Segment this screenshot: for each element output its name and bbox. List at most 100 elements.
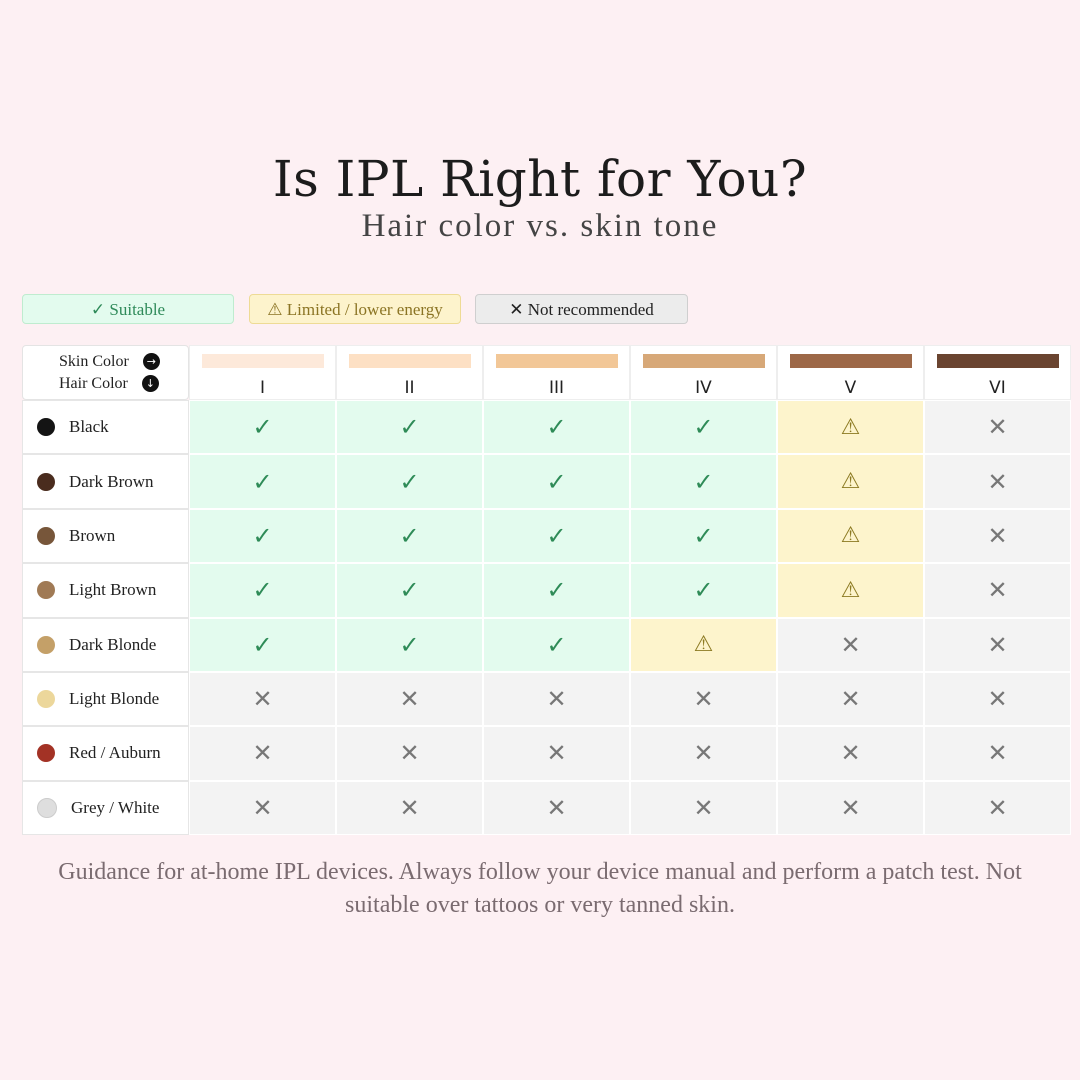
rating-cell: ✓ xyxy=(336,617,483,672)
check-icon: ✓ xyxy=(399,413,420,442)
rating-cell: ✕ xyxy=(483,780,630,835)
check-icon: ✓ xyxy=(693,576,714,605)
rating-cell: ✓ xyxy=(483,617,630,672)
cross-icon: ✕ xyxy=(987,630,1008,659)
rating-cell: ✓ xyxy=(336,454,483,509)
skin-type-label: V xyxy=(844,378,857,398)
warning-icon: ⚠ xyxy=(693,632,714,658)
rating-cell: ✓ xyxy=(630,400,777,455)
rating-cell: ✕ xyxy=(336,671,483,727)
rating-cell: ⚠ xyxy=(777,508,924,564)
hair-color-row-header: Light Brown xyxy=(22,563,189,618)
check-icon: ✓ xyxy=(546,576,567,605)
cross-icon: ✕ xyxy=(399,793,420,822)
hair-color-label: Light Blonde xyxy=(69,689,160,709)
hair-color-label: Grey / White xyxy=(71,797,160,817)
check-icon: ✓ xyxy=(546,467,567,496)
check-icon: ✓ xyxy=(546,521,567,550)
hair-color-dot xyxy=(37,690,55,709)
hair-color-dot xyxy=(37,472,55,491)
hair-color-label: Red / Auburn xyxy=(69,743,161,763)
rating-cell: ⚠ xyxy=(777,454,924,509)
rating-cell: ✕ xyxy=(630,780,777,835)
rating-cell: ✕ xyxy=(924,454,1071,509)
check-icon: ✓ xyxy=(693,521,714,550)
hair-color-label: Black xyxy=(69,417,109,437)
rating-cell: ✕ xyxy=(777,617,924,672)
check-icon: ✓ xyxy=(252,576,273,605)
cross-icon: ✕ xyxy=(399,739,420,768)
skin-type-label: III xyxy=(548,378,565,398)
skin-type-label: I xyxy=(259,378,265,398)
rating-cell: ✕ xyxy=(336,780,483,835)
skin-type-header: V xyxy=(777,345,924,400)
check-icon: ✓ xyxy=(546,630,567,659)
check-icon: ✓ xyxy=(252,467,273,496)
rating-cell: ✕ xyxy=(189,780,336,835)
rating-cell: ✓ xyxy=(336,508,483,564)
skin-color-label: Skin Color xyxy=(59,352,129,370)
rating-cell: ✓ xyxy=(189,508,336,564)
hair-color-row-header: Dark Blonde xyxy=(22,617,189,672)
page-title: Is IPL Right for You? xyxy=(272,150,808,208)
cross-icon: ✕ xyxy=(987,413,1008,442)
rating-cell: ✕ xyxy=(777,780,924,835)
cross-icon: ✕ xyxy=(987,685,1008,714)
skin-tone-swatch xyxy=(789,354,912,368)
rating-cell: ✓ xyxy=(189,617,336,672)
hair-color-dot xyxy=(37,581,55,600)
skin-type-label: II xyxy=(404,378,415,398)
check-icon: ✓ xyxy=(693,413,714,442)
cross-icon: ✕ xyxy=(840,793,861,822)
check-icon: ✓ xyxy=(399,467,420,496)
rating-cell: ✓ xyxy=(483,563,630,618)
check-icon: ✓ xyxy=(399,576,420,605)
hair-color-axis-label: Hair Color ↓ xyxy=(59,373,159,395)
cross-icon: ✕ xyxy=(693,685,714,714)
warning-icon: ⚠ xyxy=(840,523,861,549)
hair-color-label: Dark Blonde xyxy=(69,634,157,654)
rating-cell: ⚠ xyxy=(777,400,924,455)
footer-note: Guidance for at-home IPL devices. Always… xyxy=(58,859,1022,918)
cross-icon: ✕ xyxy=(252,685,273,714)
rating-cell: ✓ xyxy=(483,454,630,509)
arrow-down-icon: ↓ xyxy=(141,375,159,392)
hair-color-row-header: Brown xyxy=(22,508,189,564)
rating-cell: ⚠ xyxy=(777,563,924,618)
rating-cell: ✕ xyxy=(924,400,1071,455)
hair-color-label: Brown xyxy=(69,525,116,545)
rating-cell: ✓ xyxy=(630,563,777,618)
check-icon: ✓ xyxy=(546,413,567,442)
rating-cell: ✓ xyxy=(630,508,777,564)
cross-icon: ✕ xyxy=(987,467,1008,496)
skin-color-axis-label: Skin Color → xyxy=(59,351,160,373)
cross-icon: ✕ xyxy=(840,685,861,714)
rating-cell: ✕ xyxy=(189,726,336,781)
rating-cell: ✓ xyxy=(483,508,630,564)
cross-icon: ✕ xyxy=(840,630,861,659)
cross-icon: ✕ xyxy=(546,685,567,714)
hair-color-label: Hair Color xyxy=(59,374,128,392)
rating-cell: ✕ xyxy=(483,671,630,727)
cross-icon: ✕ xyxy=(546,739,567,768)
cross-icon: ✕ xyxy=(693,739,714,768)
warning-icon: ⚠ xyxy=(840,577,861,603)
cross-icon: ✕ xyxy=(546,793,567,822)
rating-cell: ✕ xyxy=(924,563,1071,618)
check-icon: ✓ xyxy=(252,630,273,659)
rating-cell: ✕ xyxy=(336,726,483,781)
rating-cell: ✕ xyxy=(483,726,630,781)
cross-icon: ✕ xyxy=(840,739,861,768)
warning-icon: ⚠ xyxy=(840,414,861,440)
rating-cell: ✕ xyxy=(777,671,924,727)
legend-suitable: ✓ Suitable xyxy=(22,294,234,324)
rating-cell: ✕ xyxy=(924,726,1071,781)
skin-type-header: II xyxy=(336,345,483,400)
hair-color-dot xyxy=(37,418,55,437)
rating-cell: ✕ xyxy=(924,508,1071,564)
rating-cell: ✕ xyxy=(924,617,1071,672)
check-icon: ✓ xyxy=(252,521,273,550)
legend-limited: ⚠ Limited / lower energy xyxy=(249,294,461,324)
skin-tone-swatch xyxy=(495,354,618,368)
check-icon: ✓ xyxy=(399,630,420,659)
